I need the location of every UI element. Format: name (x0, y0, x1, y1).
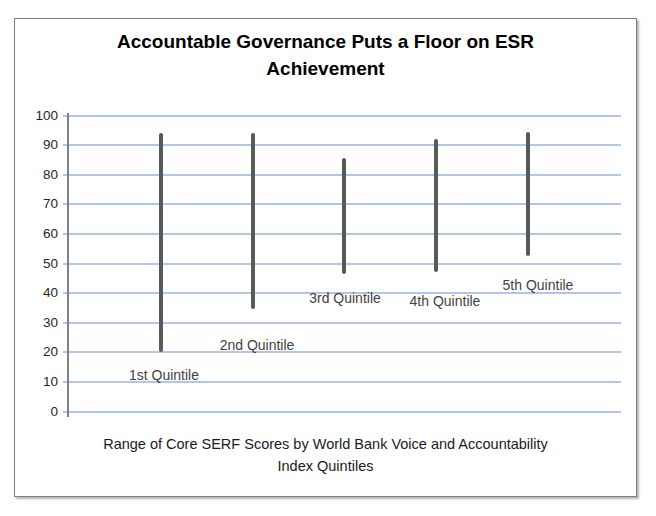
gridline-30 (63, 322, 621, 324)
y-tick-label-70: 70 (18, 196, 58, 212)
category-label-2nd-quintile: 2nd Quintile (220, 337, 295, 353)
axis-caption-line-1: Range of Core SERF Scores by World Bank … (14, 433, 637, 455)
category-label-5th-quintile: 5th Quintile (503, 277, 574, 293)
gridline-0 (63, 411, 621, 413)
chart-canvas: Accountable Governance Puts a Floor on E… (0, 0, 656, 516)
chart-title: Accountable Governance Puts a Floor on E… (14, 28, 637, 82)
chart-title-text: Accountable Governance Puts a Floor on E… (76, 28, 576, 82)
range-bar-1st-quintile (159, 133, 163, 352)
gridline-100 (63, 115, 621, 117)
y-tick-label-0: 0 (18, 404, 58, 420)
y-tick-label-40: 40 (18, 285, 58, 301)
range-bar-4th-quintile (434, 139, 438, 272)
y-tick-label-20: 20 (18, 344, 58, 360)
y-tick-label-50: 50 (18, 256, 58, 272)
y-tick-label-60: 60 (18, 226, 58, 242)
category-label-3rd-quintile: 3rd Quintile (309, 290, 381, 306)
gridline-20 (63, 351, 621, 353)
y-tick-label-90: 90 (18, 137, 58, 153)
y-tick-label-30: 30 (18, 315, 58, 331)
range-bar-2nd-quintile (251, 133, 255, 309)
axis-caption-line-2: Index Quintiles (14, 455, 637, 477)
chart-figure (14, 18, 637, 497)
y-tick-label-80: 80 (18, 167, 58, 183)
range-bar-5th-quintile (526, 132, 530, 256)
range-bar-3rd-quintile (342, 158, 346, 273)
category-label-4th-quintile: 4th Quintile (410, 293, 481, 309)
gridline-90 (63, 144, 621, 146)
y-axis-line (67, 113, 69, 417)
y-tick-label-100: 100 (18, 108, 58, 124)
axis-caption: Range of Core SERF Scores by World Bank … (14, 433, 637, 477)
category-label-1st-quintile: 1st Quintile (129, 367, 199, 383)
y-tick-label-10: 10 (18, 374, 58, 390)
